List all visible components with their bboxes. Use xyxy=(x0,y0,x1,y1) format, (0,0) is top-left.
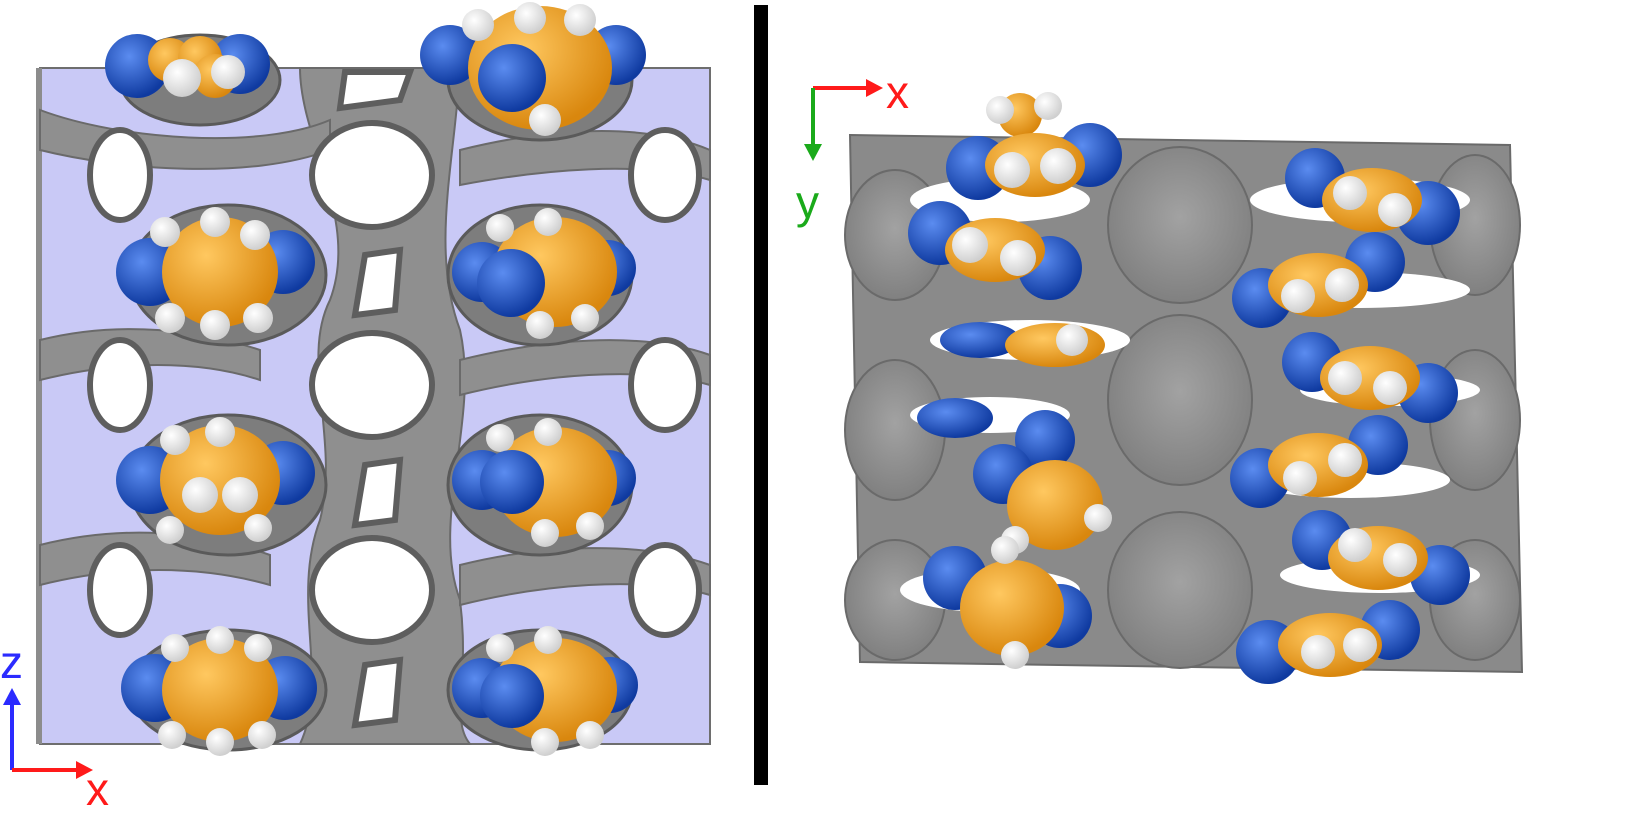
left-panel: z x xyxy=(0,2,711,815)
molecule-icon xyxy=(105,34,270,98)
axis-label-x-left: x xyxy=(86,763,109,815)
axis-label-x-right: x xyxy=(886,66,909,118)
molecule-icon xyxy=(116,207,315,340)
right-molecules-right xyxy=(1230,148,1470,684)
molecule-icon xyxy=(1292,510,1470,605)
axis-label-z-left: z xyxy=(0,636,23,688)
molecule-icon xyxy=(1230,415,1408,508)
molecule-icon xyxy=(1232,232,1405,328)
molecule-icon xyxy=(452,626,638,756)
molecule-icon xyxy=(116,417,315,544)
molecule-icon xyxy=(1282,332,1458,423)
molecule-icon xyxy=(946,92,1122,200)
panel-divider xyxy=(754,5,768,785)
molecule-icon xyxy=(1236,600,1420,684)
molecule-icon xyxy=(452,208,636,339)
right-axes: x y xyxy=(796,66,909,228)
molecule-icon xyxy=(121,626,317,756)
left-axes: z x xyxy=(0,636,109,815)
molecule-icon xyxy=(940,322,1105,367)
left-molecules xyxy=(105,2,646,756)
axis-arrow-icon xyxy=(3,688,93,779)
left-pores xyxy=(87,69,702,729)
axis-label-y-right: y xyxy=(796,176,819,228)
molecule-icon xyxy=(923,536,1092,669)
molecule-icon xyxy=(452,418,636,547)
right-molecules-left xyxy=(908,92,1122,669)
molecule-icon xyxy=(420,2,646,136)
axis-arrow-icon xyxy=(804,79,883,161)
right-panel: x y xyxy=(796,66,1524,684)
molecule-icon xyxy=(908,201,1082,300)
molecule-icon xyxy=(1285,148,1460,245)
molecule-icon xyxy=(917,398,1112,554)
